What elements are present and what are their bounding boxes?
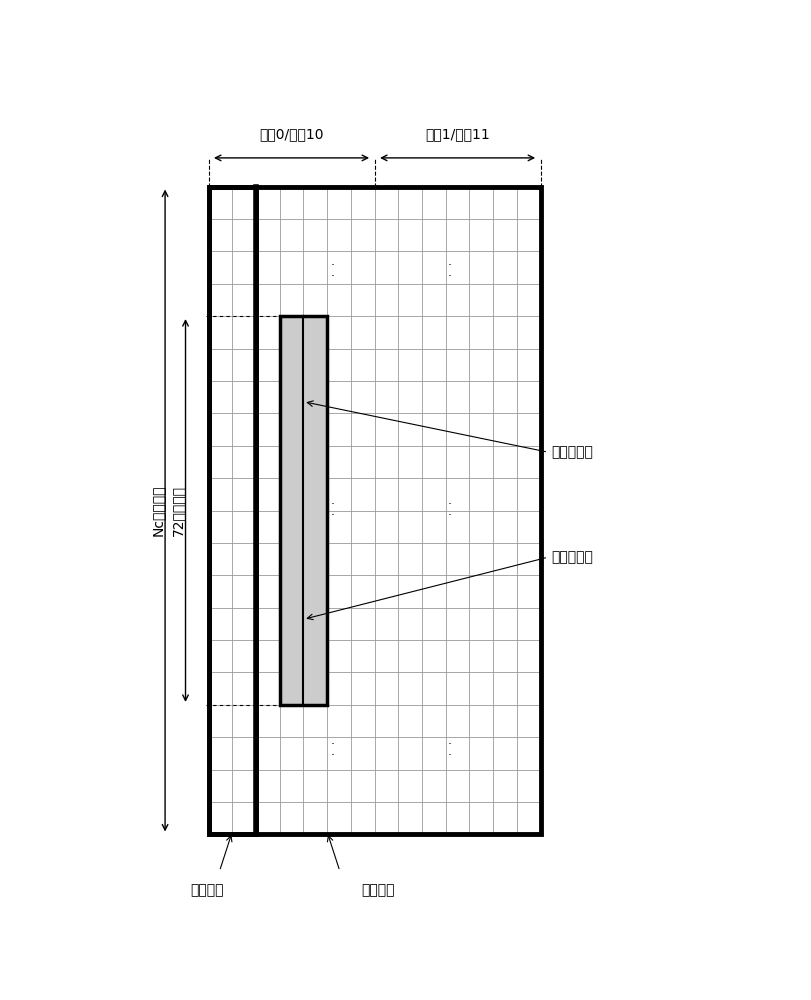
Bar: [208, 187, 541, 834]
Text: ·
·: · ·: [448, 738, 452, 762]
Text: ·
·: · ·: [331, 498, 335, 522]
Text: 时隕0/时隅10: 时隕0/时隅10: [260, 127, 324, 141]
Text: 控制区域: 控制区域: [190, 884, 224, 898]
Text: 72个子载波: 72个子载波: [171, 485, 185, 536]
Text: ·
·: · ·: [448, 498, 452, 522]
Text: 数据区域: 数据区域: [362, 884, 395, 898]
Text: 时隕1/时隅11: 时隕1/时隅11: [425, 127, 490, 141]
Bar: [280, 316, 327, 705]
Text: 主同步信号: 主同步信号: [551, 550, 593, 564]
Text: ·
·: · ·: [331, 259, 335, 283]
Text: Nc个子载波: Nc个子载波: [150, 485, 165, 536]
Text: ·
·: · ·: [448, 259, 452, 283]
Text: 辅同步信号: 辅同步信号: [551, 445, 593, 459]
Bar: [208, 187, 256, 834]
Text: ·
·: · ·: [331, 738, 335, 762]
